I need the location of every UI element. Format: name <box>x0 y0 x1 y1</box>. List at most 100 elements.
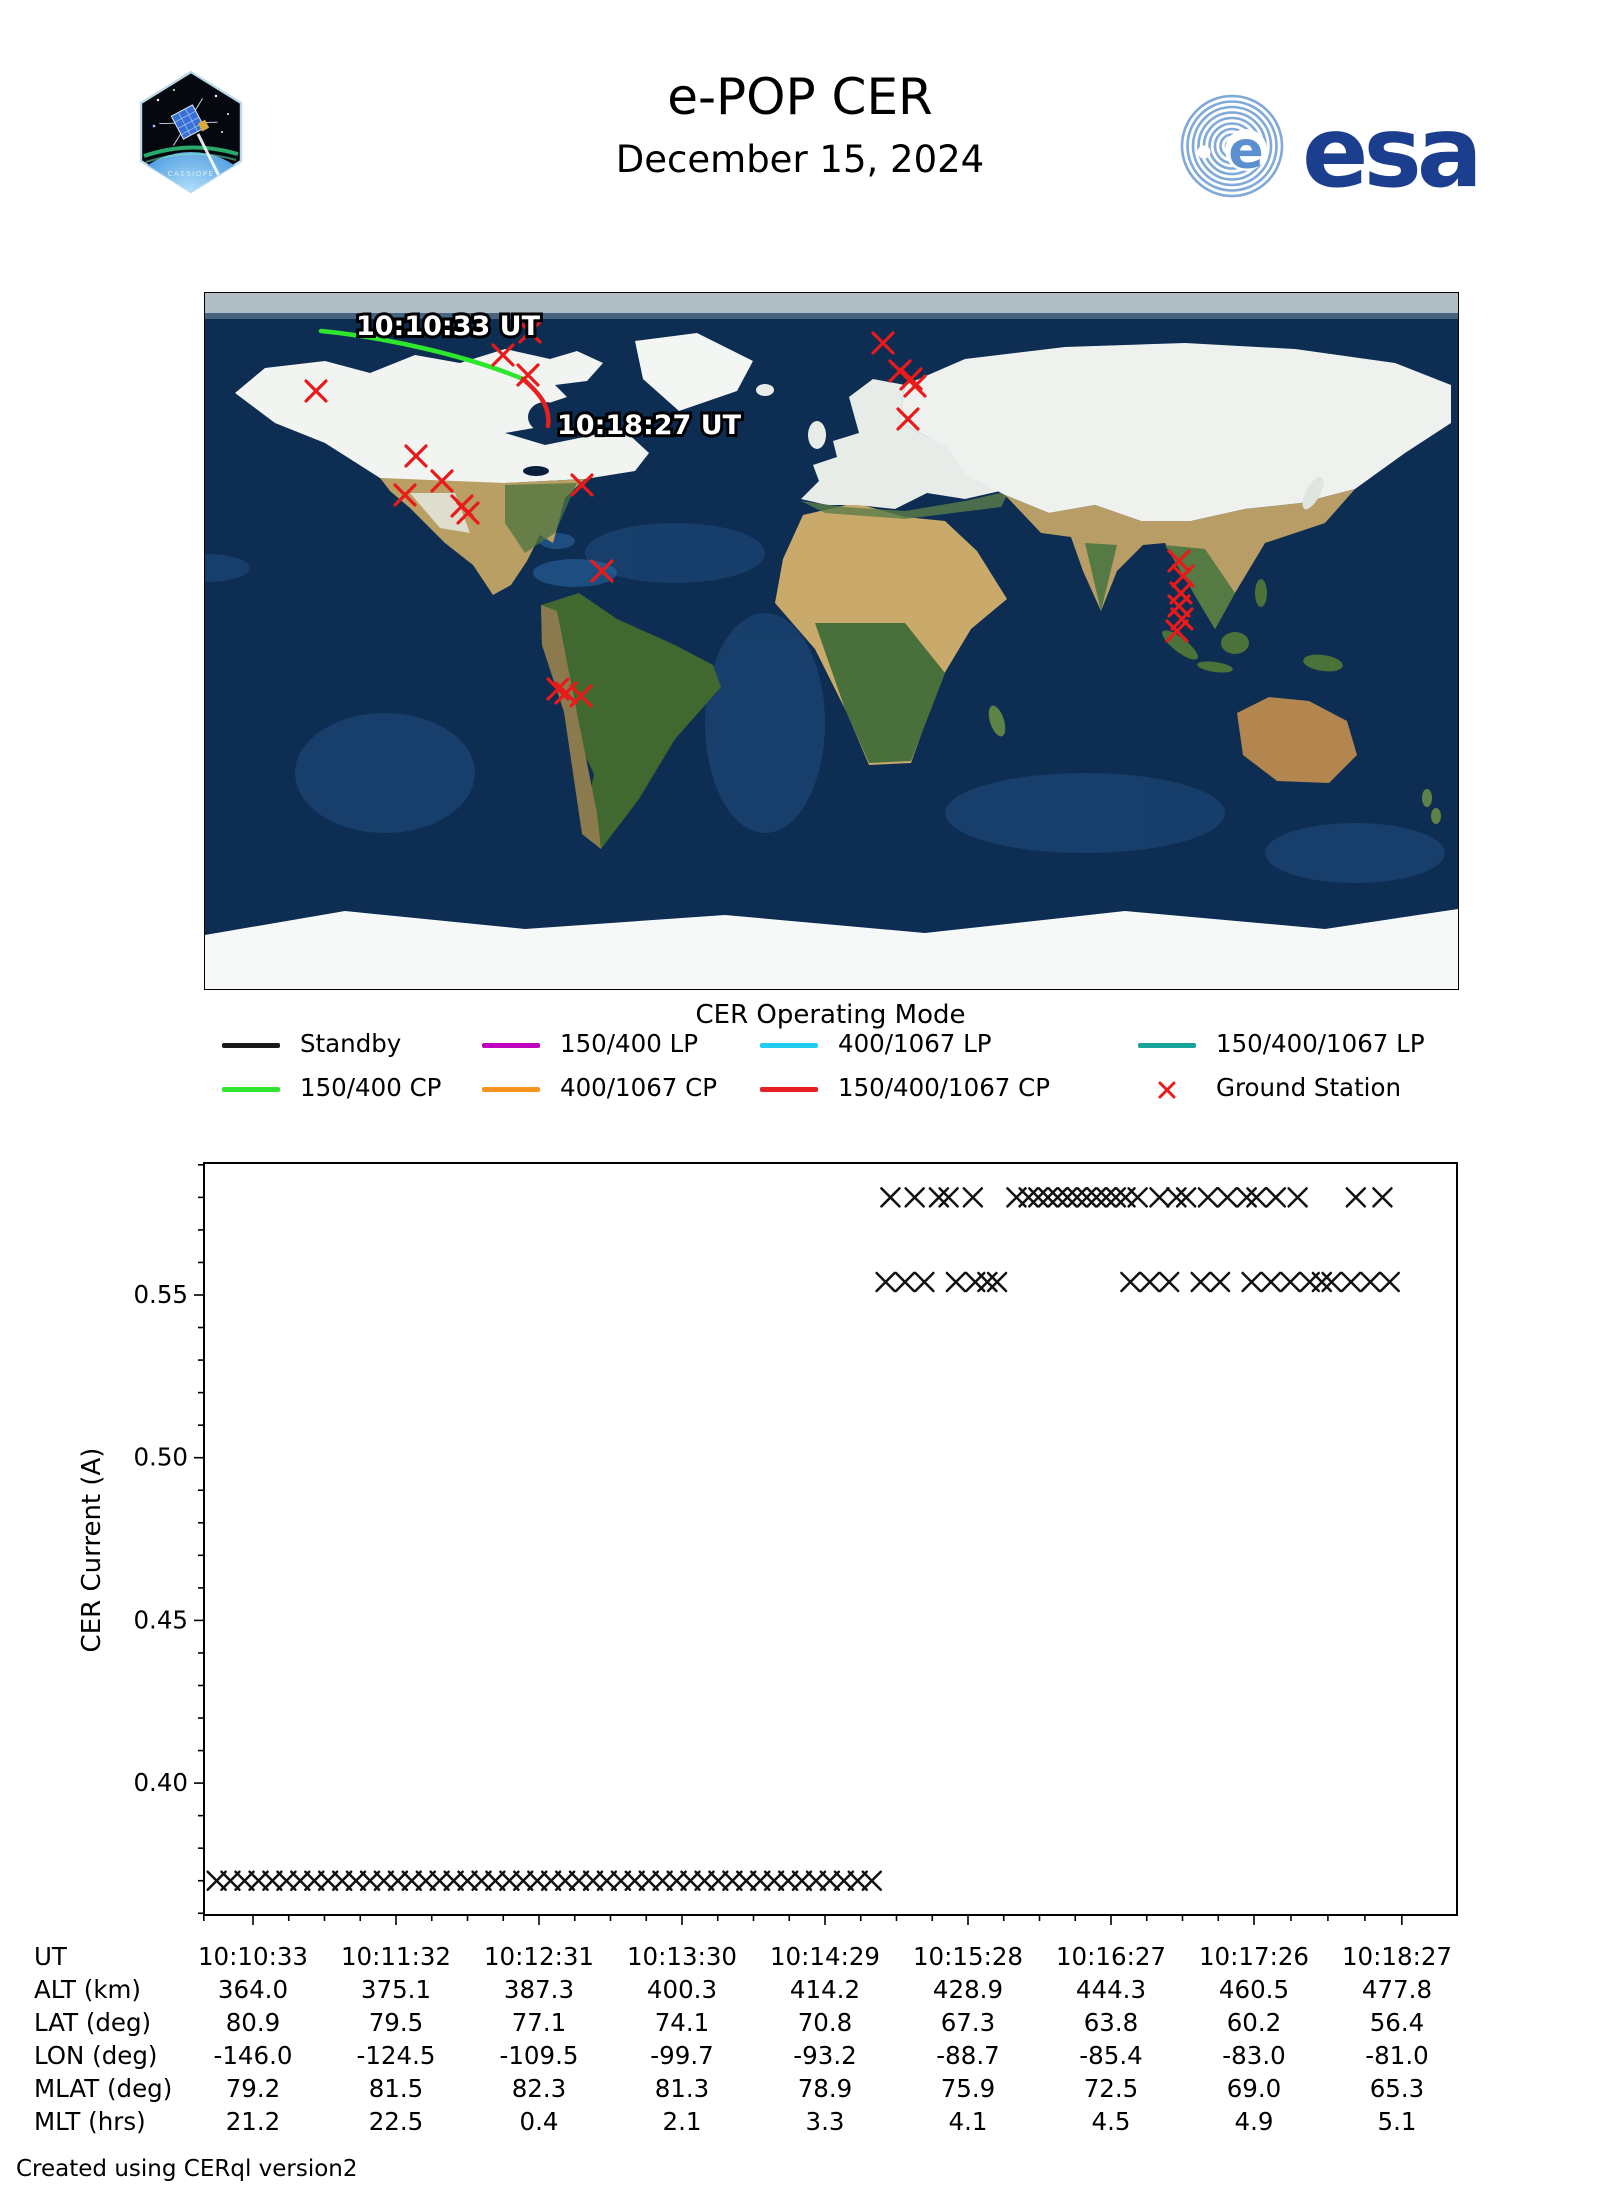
data-point-x-marker <box>1047 1187 1068 1208</box>
table-cell: -93.2 <box>793 2041 857 2070</box>
page-title: e-POP CER <box>667 68 933 126</box>
data-point-x-marker <box>262 1870 283 1891</box>
data-point-x-marker <box>1037 1187 1059 1208</box>
y-tick-label: 0.50 <box>133 1443 188 1472</box>
ground-station-marker <box>430 469 454 493</box>
data-point-x-marker <box>666 1870 687 1891</box>
legend-label-150-400-1067-cp: 150/400/1067 CP <box>838 1073 1051 1102</box>
track-start-time-label: 10:10:33 UT <box>356 311 541 342</box>
table-cell: 10:18:27 <box>1341 1942 1453 1971</box>
page-subtitle: December 15, 2024 <box>615 138 985 181</box>
data-point-x-marker <box>1209 1271 1231 1293</box>
data-point-x-marker <box>373 1870 395 1891</box>
ground-station-marker <box>393 483 417 507</box>
data-point-x-marker <box>1372 1187 1393 1208</box>
data-point-x-marker <box>847 1870 868 1891</box>
data-point-x-marker <box>1175 1187 1197 1208</box>
cer-current-plot: 0.55 0.50 0.45 0.40 <box>133 1162 1458 1925</box>
table-cell: 75.9 <box>940 2074 996 2103</box>
table-cell: 60.2 <box>1226 2008 1282 2037</box>
ground-station-marker <box>871 331 895 355</box>
ground-station-marker <box>1167 594 1191 618</box>
table-cell: 0.4 <box>519 2107 559 2136</box>
data-point-x-marker <box>638 1870 660 1891</box>
cassiope-mission-patch: CASSIOPE <box>138 70 244 194</box>
data-point-x-marker <box>457 1870 478 1891</box>
credit-note: Created using CERql version2 <box>16 2156 358 2182</box>
data-point-x-marker <box>1236 1187 1257 1208</box>
data-point-x-marker <box>415 1870 437 1891</box>
data-point-x-marker <box>1105 1187 1127 1208</box>
data-point-x-marker <box>1246 1187 1267 1208</box>
data-point-x-marker <box>805 1870 827 1891</box>
track-end-time-label: 10:18:27 UT <box>557 410 742 441</box>
ground-station-marker <box>903 374 927 398</box>
table-cell: 82.3 <box>511 2074 567 2103</box>
data-point-x-marker <box>401 1870 423 1891</box>
table-cell: 10:10:33 <box>197 1942 309 1971</box>
table-cell: -124.5 <box>356 2041 436 2070</box>
data-point-x-marker <box>527 1870 548 1891</box>
table-row-label-mlt: MLT (hrs) <box>34 2107 146 2136</box>
data-point-x-marker <box>914 1271 935 1293</box>
x-marker-icon <box>1158 1081 1176 1099</box>
data-point-x-marker <box>1360 1271 1381 1293</box>
data-point-x-marker <box>763 1870 785 1891</box>
data-point-x-marker <box>1158 1271 1180 1293</box>
ground-station-marker <box>1165 619 1189 643</box>
data-point-x-marker <box>1280 1271 1301 1293</box>
data-point-x-marker <box>1321 1271 1342 1293</box>
table-cell: 400.3 <box>646 1975 718 2004</box>
y-tick-label: 0.55 <box>133 1280 188 1309</box>
data-point-x-marker <box>304 1870 325 1891</box>
table-cell: 79.2 <box>225 2074 281 2103</box>
data-point-x-marker <box>331 1870 353 1891</box>
esa-swirl-globe: e <box>1180 94 1284 198</box>
table-cell: -85.4 <box>1079 2041 1143 2070</box>
data-point-x-marker <box>220 1870 241 1891</box>
ground-station-marker <box>570 473 594 497</box>
table-cell: -81.0 <box>1365 2041 1429 2070</box>
track-segment-150-400-cp <box>318 328 526 382</box>
data-point-x-marker <box>680 1870 701 1891</box>
table-cell: 444.3 <box>1075 1975 1147 2004</box>
data-point-x-marker <box>904 1187 925 1208</box>
data-point-x-marker <box>894 1271 916 1293</box>
table-cell: 21.2 <box>225 2107 281 2136</box>
data-point-x-marker <box>1340 1271 1362 1293</box>
ground-station-marker <box>304 379 328 403</box>
table-cell: -88.7 <box>936 2041 1000 2070</box>
data-point-x-marker <box>499 1870 520 1891</box>
legend-label-400-1067-lp: 400/1067 LP <box>838 1029 992 1058</box>
satellite-illustration <box>159 98 218 146</box>
data-point-x-marker <box>512 1870 534 1891</box>
table-cell: -99.7 <box>650 2041 714 2070</box>
esa-wordmark: esa <box>1302 96 1478 202</box>
data-point-x-marker <box>1149 1187 1170 1208</box>
table-row-label-alt: ALT (km) <box>34 1975 141 2004</box>
patch-mission-name: CASSIOPE <box>168 170 215 178</box>
table-cell: -83.0 <box>1222 2041 1286 2070</box>
data-point-x-marker <box>945 1271 967 1293</box>
data-point-x-marker <box>568 1870 590 1891</box>
legend-swatch-400-1067-lp <box>760 1043 818 1048</box>
data-point-x-marker <box>861 1870 883 1891</box>
table-cell: 77.1 <box>511 2008 567 2037</box>
data-point-x-marker <box>977 1271 998 1293</box>
ground-station-marker <box>1167 549 1191 573</box>
table-cell: -109.5 <box>499 2041 579 2070</box>
table-cell: 72.5 <box>1083 2074 1139 2103</box>
data-point-x-marker <box>1139 1271 1161 1293</box>
data-point-x-marker <box>1028 1187 1049 1208</box>
legend-swatch-150-400-1067-cp <box>760 1087 818 1092</box>
data-point-x-marker <box>1066 1187 1088 1208</box>
plot-frame <box>203 1162 1458 1916</box>
data-point-x-marker <box>485 1870 506 1891</box>
data-point-x-marker <box>875 1271 896 1293</box>
table-cell: 4.9 <box>1234 2107 1274 2136</box>
data-point-x-marker <box>624 1870 645 1891</box>
ground-station-marker <box>404 444 428 468</box>
table-cell: 78.9 <box>797 2074 853 2103</box>
table-cell: 81.3 <box>654 2074 710 2103</box>
data-point-x-marker <box>248 1870 269 1891</box>
